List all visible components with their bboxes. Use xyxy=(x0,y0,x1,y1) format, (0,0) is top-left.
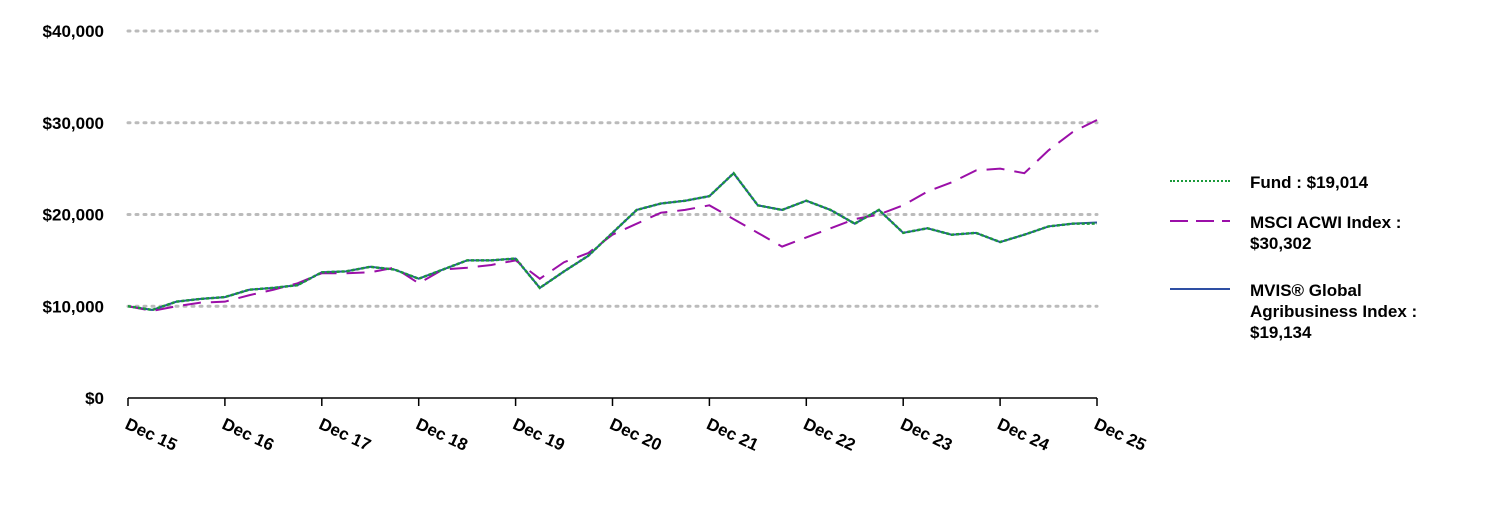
x-tick-label: Dec 20 xyxy=(607,414,665,454)
y-tick-label: $10,000 xyxy=(43,297,104,316)
x-tick-label: Dec 16 xyxy=(219,414,277,454)
x-tick-label: Dec 24 xyxy=(994,414,1052,455)
legend-label: MVIS® Global Agribusiness Index : $19,13… xyxy=(1250,281,1418,342)
x-tick-label: Dec 21 xyxy=(704,414,762,454)
y-tick-label: $30,000 xyxy=(43,114,104,133)
y-tick-label: $40,000 xyxy=(43,22,104,41)
x-tick-label: Dec 17 xyxy=(316,414,374,454)
legend-label: MSCI ACWI Index : $30,302 xyxy=(1250,213,1402,253)
x-tick-label: Dec 15 xyxy=(122,414,180,454)
legend-swatch xyxy=(1170,220,1230,222)
x-tick-label: Dec 19 xyxy=(510,414,568,454)
x-tick-label: Dec 23 xyxy=(898,414,956,454)
x-tick-label: Dec 18 xyxy=(413,414,471,454)
x-tick-label: Dec 25 xyxy=(1091,414,1149,454)
x-tick-label: Dec 22 xyxy=(801,414,859,454)
legend-swatch xyxy=(1170,180,1230,182)
y-tick-label: $0 xyxy=(85,389,104,408)
series-line xyxy=(127,171,1098,311)
legend-label: Fund : $19,014 xyxy=(1250,173,1369,192)
series-line xyxy=(127,119,1098,312)
y-tick-label: $20,000 xyxy=(43,206,104,225)
legend-swatch xyxy=(1170,288,1230,290)
